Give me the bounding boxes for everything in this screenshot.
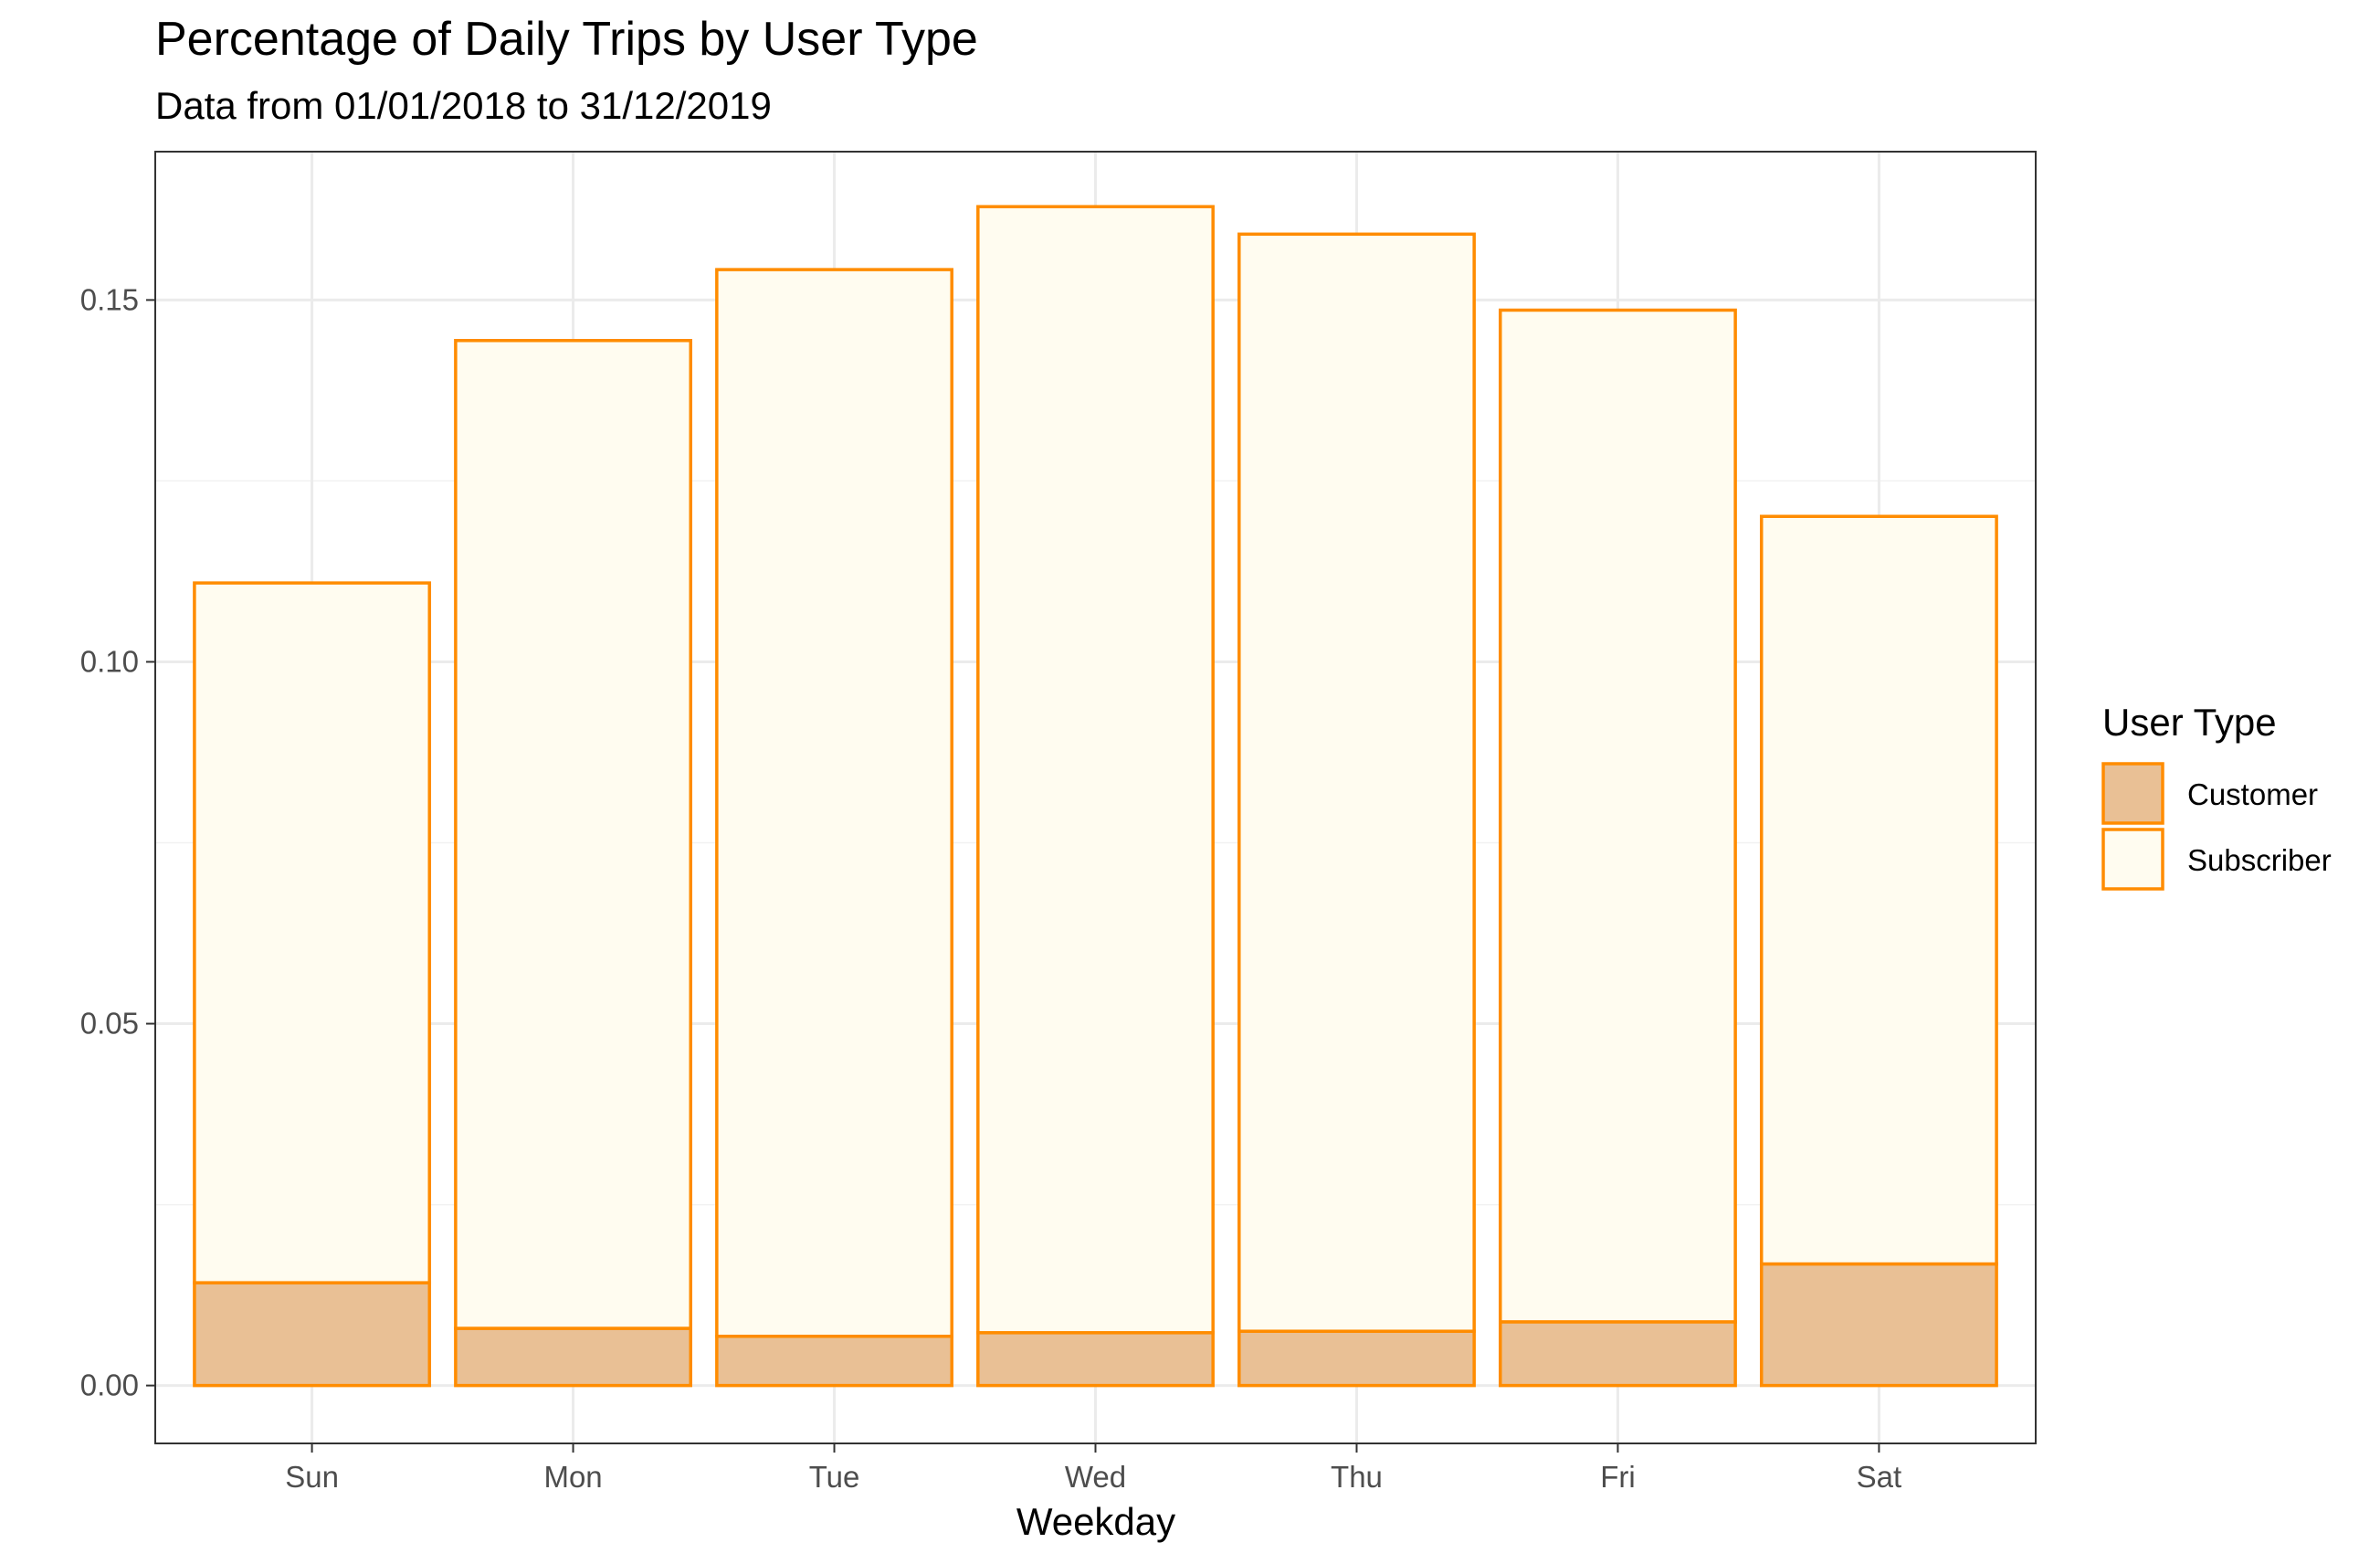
bar-subscriber-mon [454,339,692,1330]
x-tick-label: Wed [1065,1460,1126,1494]
x-tick-label: Fri [1600,1460,1635,1494]
legend: User Type Customer Subscriber [2101,701,2332,891]
bar-customer-sun [193,1281,432,1388]
y-tick-label: 0.15 [80,282,139,316]
bar-subscriber-tue [715,268,953,1338]
axes: 0.00 0.05 0.10 0.15 Sun Mon Tue Wed Thu Fri Sat [80,282,1901,1494]
x-tick-label: Mon [543,1460,602,1494]
legend-key-customer [2101,762,2164,825]
y-tick-label: 0.05 [80,1007,139,1041]
x-tick-label: Sat [1857,1460,1902,1494]
bar-subscriber-sat [1759,514,1998,1266]
x-tick-label: Thu [1331,1460,1383,1494]
y-tick-label: 0.00 [80,1368,139,1402]
legend-label-subscriber: Subscriber [2187,843,2332,877]
bar-customer-sat [1759,1262,1998,1388]
bar-subscriber-thu [1237,232,1476,1333]
bar-customer-tue [715,1335,953,1388]
legend-title: User Type [2102,701,2277,744]
bar-customer-fri [1499,1320,1737,1388]
legend-label-customer: Customer [2187,777,2318,811]
bar-subscriber-fri [1499,308,1737,1324]
bars [193,205,1998,1388]
bar-subscriber-wed [976,205,1215,1335]
bar-customer-mon [454,1326,692,1388]
legend-key-subscriber [2101,828,2164,891]
x-tick-label: Tue [809,1460,860,1494]
chart-subtitle: Data from 01/01/2018 to 31/12/2019 [155,84,772,127]
bar-customer-thu [1237,1329,1476,1388]
bar-customer-wed [976,1331,1215,1388]
bar-subscriber-sun [193,581,432,1284]
y-tick-label: 0.10 [80,644,139,678]
x-tick-label: Sun [285,1460,339,1494]
x-axis-title: Weekday [1016,1500,1175,1543]
chart-title: Percentage of Daily Trips by User Type [155,13,978,66]
